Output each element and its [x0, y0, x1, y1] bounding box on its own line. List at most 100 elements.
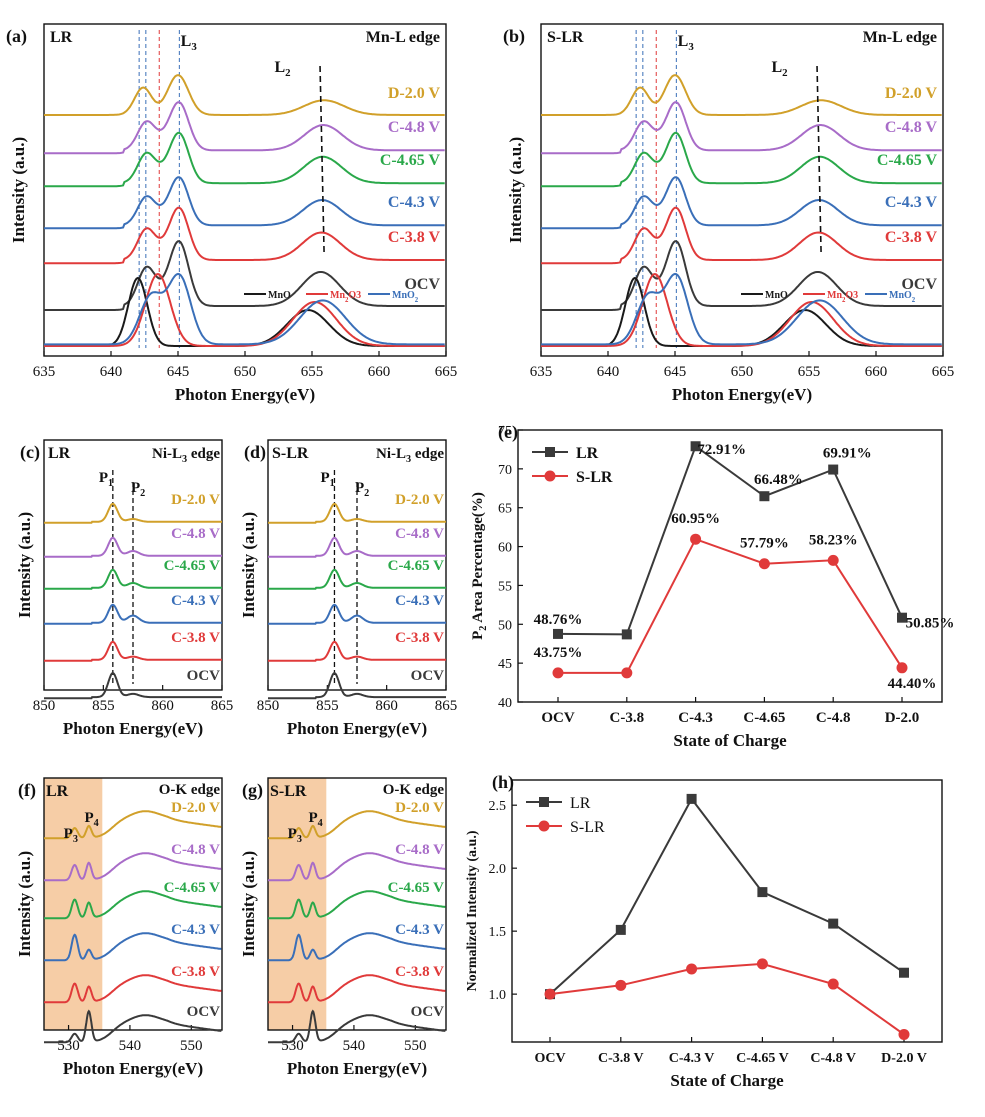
- spectrum-c-4-8-v: [44, 536, 222, 558]
- data-point-s-lr: [898, 1028, 910, 1040]
- panel-label: (b): [503, 26, 525, 47]
- data-point-s-lr: [615, 979, 627, 991]
- spectrum-d-2-0-v: [44, 74, 445, 116]
- series-label: C-4.65 V: [388, 880, 445, 896]
- p4-label: P4: [85, 810, 99, 829]
- spectrum-c-4-8-v: [268, 852, 446, 882]
- x-tick-label: 550: [404, 1038, 427, 1054]
- spectrum-c-4-65-v: [268, 890, 446, 920]
- spectrum-c-4-3-v: [44, 932, 222, 962]
- data-point-s-lr: [686, 963, 698, 975]
- reference-spectrum-mno: [44, 276, 445, 347]
- panel-c: 850 855 860 865 Photon Energy(eV) Intensity (…: [15, 439, 233, 738]
- series-label: D-2.0 V: [885, 85, 938, 102]
- panel-f-plot-frame: [43, 777, 223, 1031]
- edge-label: Mn-L edge: [366, 29, 440, 46]
- series-label: C-3.8 V: [885, 229, 938, 246]
- y-axis-title: Intensity (a.u.): [239, 851, 258, 957]
- x-tick-label: 635: [33, 364, 56, 380]
- panel-h: 1.0 1.5 2.0 2.5 OCV C-3.8 V C-4.3 V C-4.65 V C-4…: [465, 772, 943, 1090]
- series-label: D-2.0 V: [395, 492, 444, 508]
- series-label: OCV: [187, 1004, 221, 1020]
- x-tick-label: 655: [798, 364, 821, 380]
- series-line-lr: [557, 444, 903, 636]
- series-label: C-4.65 V: [164, 880, 221, 896]
- data-label: 72.91%: [697, 442, 746, 458]
- p4-label: P4: [309, 810, 323, 829]
- y-tick-label: 2.0: [489, 862, 507, 877]
- l2-peak-label: L2: [274, 59, 290, 79]
- y-axis-title: Normalized Intensity (a.u.): [465, 830, 480, 991]
- y-tick-label: 40: [498, 696, 512, 711]
- x-axis-title: Photon Energy(eV): [63, 719, 203, 738]
- x-axis-title: Photon Energy(eV): [287, 1059, 427, 1078]
- data-point-lr: [615, 924, 626, 935]
- y-axis-title: Intensity (a.u.): [9, 137, 28, 243]
- x-tick-label: 540: [343, 1038, 366, 1054]
- l3-peak-label: L3: [678, 33, 695, 53]
- reference-spectrum-mn2o3: [44, 272, 445, 347]
- series-label: D-2.0 V: [395, 800, 444, 816]
- reference-spectrum-mno2: [44, 272, 445, 346]
- reference-spectrum-mno2: [541, 272, 942, 346]
- y-axis-title: Intensity (a.u.): [506, 137, 525, 243]
- panel-a: 635 640 645 650 655 660 665 Photon Energy(eV) In…: [6, 23, 457, 404]
- x-axis-title: State of Charge: [673, 731, 787, 750]
- data-label: 50.85%: [906, 616, 955, 632]
- spectrum-c-4-65-v: [268, 568, 446, 590]
- y-axis-title: Intensity (a.u.): [15, 851, 34, 957]
- series-label: C-4.3 V: [395, 922, 444, 938]
- spectrum-ocv: [268, 672, 446, 700]
- panel-g-plot-frame: [267, 777, 447, 1031]
- x-tick-label: 635: [530, 364, 553, 380]
- data-label: 43.75%: [534, 645, 583, 661]
- spectrum-c-3-8-v: [268, 640, 446, 662]
- panel-e-plot-frame: [517, 429, 943, 703]
- legend-label: MnO: [765, 290, 788, 301]
- x-category-label: OCV: [534, 1051, 565, 1066]
- x-tick-label: 650: [731, 364, 754, 380]
- sample-label: LR: [48, 445, 71, 462]
- spectrum-c-3-8-v: [541, 206, 942, 265]
- series-label: OCV: [187, 668, 221, 684]
- l3-peak-label: L3: [181, 33, 198, 53]
- y-axis-title: P2 Area Percentage(%): [470, 492, 489, 640]
- panel-label: (e): [498, 422, 518, 443]
- data-point-lr: [621, 629, 632, 640]
- x-category-label: D-2.0: [885, 710, 920, 726]
- sample-label: LR: [46, 783, 69, 800]
- x-category-label: C-4.65: [743, 710, 785, 726]
- series-label: C-4.8 V: [395, 526, 444, 542]
- y-tick-label: 75: [498, 424, 512, 439]
- y-axis-title: Intensity (a.u.): [239, 512, 258, 618]
- x-tick-label: 655: [301, 364, 324, 380]
- data-point-lr: [690, 441, 701, 452]
- legend-label: LR: [576, 445, 599, 462]
- l2-peak-label: L2: [771, 59, 787, 79]
- legend-marker: [539, 797, 549, 807]
- series-line-s-lr: [549, 962, 905, 1036]
- legend-marker: [538, 820, 550, 832]
- sample-label: S-LR: [270, 783, 307, 800]
- x-category-label: C-4.3 V: [669, 1051, 715, 1066]
- spectrum-ocv: [44, 1009, 222, 1044]
- x-tick-label: 865: [435, 698, 458, 714]
- x-tick-label: 550: [180, 1038, 203, 1054]
- x-tick-label: 860: [151, 698, 174, 714]
- spectrum-c-4-3-v: [44, 603, 222, 625]
- series-label: C-4.8 V: [171, 526, 220, 542]
- series-label: C-3.8 V: [395, 630, 444, 646]
- spectrum-ocv: [44, 240, 445, 311]
- legend-label: Mn2O3: [330, 290, 361, 304]
- data-label: 69.91%: [823, 446, 872, 462]
- spectrum-d-2-0-v: [44, 810, 222, 840]
- legend-marker: [545, 447, 555, 457]
- spectrum-c-4-8-v: [541, 101, 942, 155]
- edge-label: O-K edge: [383, 782, 445, 798]
- series-label: C-4.3 V: [171, 593, 220, 609]
- spectrum-c-4-65-v: [44, 890, 222, 920]
- p2-label: P2: [355, 480, 369, 499]
- edge-label: O-K edge: [159, 782, 221, 798]
- x-tick-label: 645: [664, 364, 687, 380]
- spectrum-c-3-8-v: [44, 974, 222, 1004]
